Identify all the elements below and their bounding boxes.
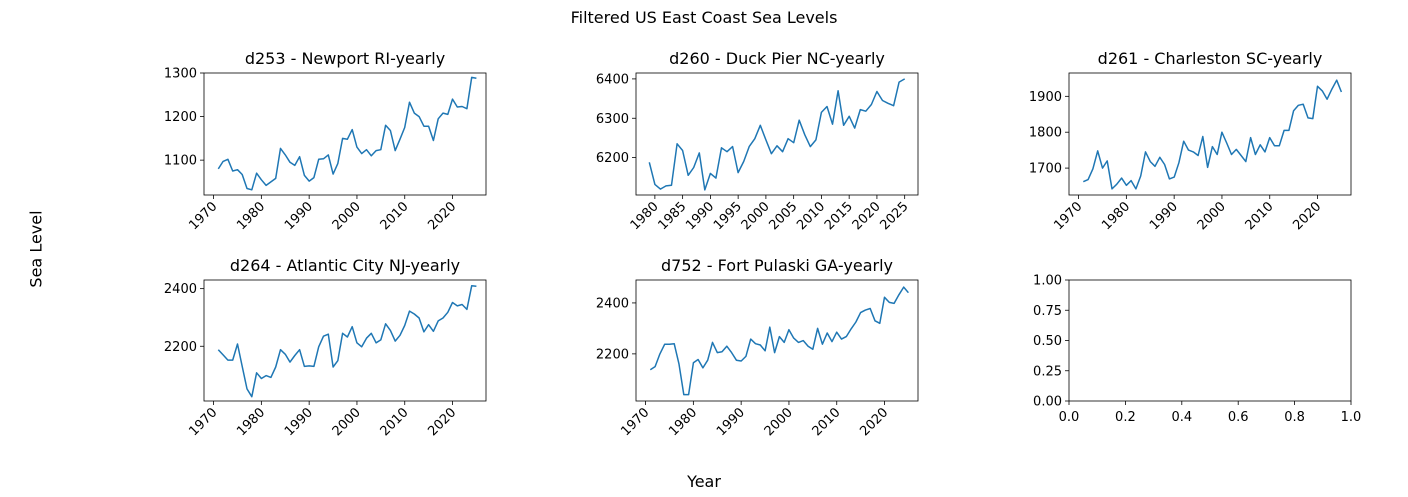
y-tick-label: 0.00	[1033, 395, 1062, 410]
y-tick-label: 6200	[596, 151, 629, 166]
subplot-title: d253 - Newport RI-yearly	[245, 49, 445, 68]
x-tick-label: 2000	[1195, 199, 1229, 233]
x-tick-label: 2010	[810, 405, 844, 439]
x-tick-label: 2010	[1243, 199, 1277, 233]
x-tick-label: 1990	[683, 199, 717, 233]
x-tick-label: 1980	[1099, 199, 1133, 233]
x-tick-label: 1990	[714, 405, 748, 439]
x-tick-label: 1970	[186, 199, 220, 233]
y-tick-label: 6300	[596, 112, 629, 127]
figure-title: Filtered US East Coast Sea Levels	[570, 8, 838, 27]
x-tick-label: 2000	[739, 199, 773, 233]
x-tick-label: 1.0	[1341, 410, 1362, 425]
y-tick-label: 1900	[1029, 90, 1062, 105]
y-tick-label: 6400	[596, 72, 629, 87]
y-tick-label: 0.50	[1033, 334, 1062, 349]
x-tick-label: 1990	[282, 405, 316, 439]
x-tick-label: 1980	[666, 405, 700, 439]
y-tick-label: 1200	[164, 110, 197, 125]
x-tick-label: 2020	[850, 199, 884, 233]
axes-frame	[203, 72, 487, 196]
y-tick-label: 1800	[1029, 126, 1062, 141]
subplot-2: d260 - Duck Pier NC-yearly 19801985199019…	[596, 49, 919, 233]
x-tick-label: 2000	[762, 405, 796, 439]
subplot-title: d261 - Charleston SC-yearly	[1098, 49, 1323, 68]
x-tick-label: 0.8	[1284, 410, 1305, 425]
x-tick-label: 2000	[330, 199, 364, 233]
x-tick-label: 0.6	[1228, 410, 1249, 425]
y-tick-label: 1700	[1029, 162, 1062, 177]
figure-xlabel: Year	[687, 472, 721, 491]
series-line	[648, 78, 906, 191]
x-tick-label: 2020	[857, 405, 891, 439]
x-tick-label: 1980	[234, 199, 268, 233]
x-tick-label: 1970	[186, 405, 220, 439]
series-line	[217, 285, 477, 398]
axes-frame	[635, 279, 919, 402]
y-tick-label: 0.75	[1033, 304, 1062, 319]
x-tick-label: 1990	[1147, 199, 1181, 233]
axes-frame	[203, 279, 487, 402]
x-tick-label: 2010	[378, 199, 412, 233]
subplot-title: d260 - Duck Pier NC-yearly	[669, 49, 885, 68]
subplot-title: d264 - Atlantic City NJ-yearly	[230, 256, 460, 275]
x-tick-label: 2010	[378, 405, 412, 439]
x-tick-label: 1970	[618, 405, 652, 439]
x-tick-label: 2025	[877, 199, 911, 233]
x-tick-label: 1995	[711, 199, 745, 233]
series-line	[1082, 79, 1343, 190]
x-tick-label: 0.0	[1059, 410, 1080, 425]
x-tick-label: 0.2	[1115, 410, 1136, 425]
y-tick-label: 1100	[164, 154, 197, 169]
x-tick-label: 1980	[234, 405, 268, 439]
x-tick-label: 1980	[628, 199, 662, 233]
y-tick-label: 2400	[164, 282, 197, 297]
x-tick-label: 1990	[282, 199, 316, 233]
axes-frame	[635, 72, 919, 196]
subplot-6: 0.0 0.2 0.4 0.6 0.8 1.0 0.00 0.25 0.50 0.75 1.00	[1033, 274, 1361, 426]
x-tick-label: 2005	[766, 199, 800, 233]
y-tick-label: 1300	[164, 67, 197, 82]
x-tick-label: 2020	[1290, 199, 1324, 233]
subplot-1: d253 - Newport RI-yearly 1970 1980 1990 2000…	[164, 49, 487, 233]
subplot-3: d261 - Charleston SC-yearly 1970 1980 1990 2…	[1029, 49, 1352, 233]
x-tick-label: 0.4	[1171, 410, 1192, 425]
x-tick-label: 2020	[425, 405, 459, 439]
subplot-4: d264 - Atlantic City NJ-yearly 1970 1980 19…	[164, 256, 487, 439]
y-tick-label: 2200	[164, 340, 197, 355]
x-tick-label: 1970	[1051, 199, 1085, 233]
subplot-title: d752 - Fort Pulaski GA-yearly	[661, 256, 893, 275]
axes-frame	[1068, 279, 1352, 402]
series-line	[217, 76, 477, 191]
subplot-5: d752 - Fort Pulaski GA-yearly 1970 1980 199…	[596, 256, 919, 439]
x-tick-label: 1985	[655, 199, 689, 233]
y-tick-label: 2400	[596, 296, 629, 311]
x-tick-label: 2020	[425, 199, 459, 233]
axes-frame	[1068, 72, 1352, 196]
x-tick-label: 2010	[794, 199, 828, 233]
series-line	[649, 286, 909, 396]
x-tick-label: 2000	[330, 405, 364, 439]
y-tick-label: 0.25	[1033, 364, 1062, 379]
y-tick-label: 2200	[596, 347, 629, 362]
y-tick-label: 1.00	[1033, 274, 1062, 289]
x-tick-label: 2015	[822, 199, 856, 233]
